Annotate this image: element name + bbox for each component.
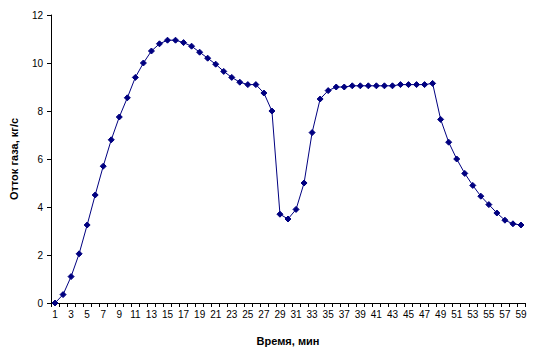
svg-text:0: 0 <box>37 298 43 309</box>
svg-text:41: 41 <box>371 309 383 320</box>
svg-text:Отток газа, кг/с: Отток газа, кг/с <box>8 118 20 200</box>
svg-text:35: 35 <box>323 309 335 320</box>
svg-text:37: 37 <box>339 309 351 320</box>
svg-text:19: 19 <box>194 309 206 320</box>
svg-text:57: 57 <box>499 309 511 320</box>
svg-text:7: 7 <box>100 309 106 320</box>
svg-text:11: 11 <box>130 309 141 320</box>
svg-text:29: 29 <box>274 309 286 320</box>
svg-text:53: 53 <box>467 309 479 320</box>
svg-text:2: 2 <box>37 250 43 261</box>
svg-text:33: 33 <box>307 309 319 320</box>
svg-text:1: 1 <box>52 309 58 320</box>
svg-text:51: 51 <box>451 309 463 320</box>
svg-text:4: 4 <box>37 202 43 213</box>
svg-text:3: 3 <box>68 309 74 320</box>
svg-text:49: 49 <box>435 309 447 320</box>
svg-text:5: 5 <box>84 309 90 320</box>
svg-text:10: 10 <box>32 58 44 69</box>
svg-text:9: 9 <box>117 309 123 320</box>
svg-text:Время, мин: Время, мин <box>257 335 320 347</box>
svg-text:15: 15 <box>162 309 174 320</box>
svg-text:27: 27 <box>258 309 270 320</box>
svg-text:12: 12 <box>32 10 44 21</box>
svg-text:55: 55 <box>483 309 495 320</box>
svg-text:23: 23 <box>226 309 238 320</box>
svg-text:45: 45 <box>403 309 415 320</box>
svg-text:6: 6 <box>37 154 43 165</box>
svg-text:25: 25 <box>242 309 254 320</box>
svg-text:31: 31 <box>290 309 302 320</box>
svg-text:43: 43 <box>387 309 399 320</box>
svg-text:47: 47 <box>419 309 431 320</box>
svg-text:17: 17 <box>178 309 190 320</box>
svg-text:39: 39 <box>355 309 367 320</box>
svg-text:13: 13 <box>146 309 158 320</box>
svg-text:8: 8 <box>37 106 43 117</box>
svg-text:21: 21 <box>210 309 222 320</box>
svg-text:59: 59 <box>515 309 527 320</box>
